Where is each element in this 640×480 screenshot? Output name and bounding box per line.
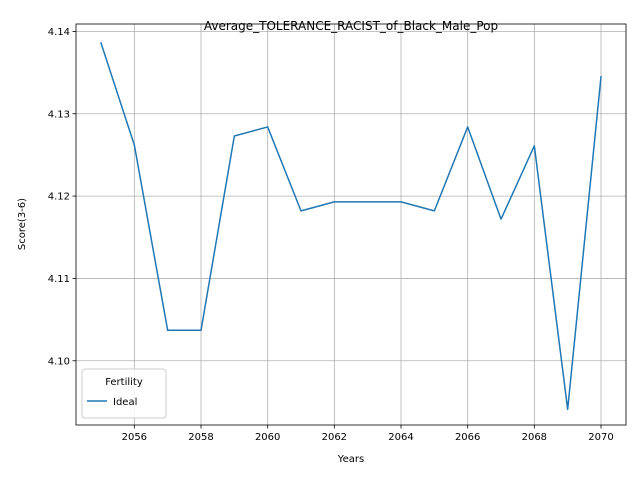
y-tick-label: 4.12 bbox=[48, 192, 70, 203]
x-axis-title: Years bbox=[337, 454, 364, 465]
legend: Fertility Ideal bbox=[81, 368, 167, 419]
x-tick-label: 2060 bbox=[255, 432, 280, 443]
legend-label-ideal: Ideal bbox=[113, 397, 137, 408]
chart-title: Average_TOLERANCE_RACIST_of_Black_Male_P… bbox=[204, 19, 498, 33]
series-lines bbox=[100, 41, 602, 411]
grid bbox=[76, 24, 626, 425]
series-line-ideal bbox=[100, 41, 602, 411]
x-tick-label: 2062 bbox=[322, 432, 347, 443]
y-tick-label: 4.13 bbox=[48, 109, 70, 120]
x-tick-label: 2068 bbox=[522, 432, 547, 443]
y-axis-title: Score(3-6) bbox=[17, 198, 28, 250]
x-tick-label: 2058 bbox=[188, 432, 213, 443]
x-tick-label: 2070 bbox=[588, 432, 613, 443]
y-tick-label: 4.14 bbox=[48, 27, 70, 38]
axis-ticks: 2056 2058 2060 2062 2064 2066 2068 2070 4.10 4.11… bbox=[48, 27, 614, 443]
legend-title: Fertility bbox=[105, 377, 143, 388]
y-tick-label: 4.10 bbox=[48, 356, 70, 367]
x-tick-label: 2064 bbox=[388, 432, 413, 443]
plot-area-frame bbox=[75, 23, 627, 426]
x-tick-label: 2066 bbox=[455, 432, 480, 443]
x-tick-label: 2056 bbox=[122, 432, 147, 443]
y-tick-label: 4.11 bbox=[48, 274, 70, 285]
legend-box bbox=[81, 368, 167, 419]
